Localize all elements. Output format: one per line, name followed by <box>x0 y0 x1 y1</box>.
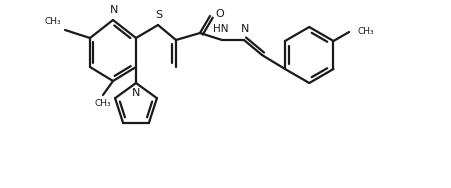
Text: N: N <box>132 88 140 98</box>
Text: O: O <box>215 9 223 19</box>
Text: N: N <box>240 24 249 34</box>
Text: S: S <box>155 10 162 20</box>
Text: HN: HN <box>213 24 228 34</box>
Text: CH₃: CH₃ <box>356 27 373 36</box>
Text: CH₃: CH₃ <box>94 99 111 108</box>
Text: CH₃: CH₃ <box>44 17 61 26</box>
Text: N: N <box>110 5 118 15</box>
